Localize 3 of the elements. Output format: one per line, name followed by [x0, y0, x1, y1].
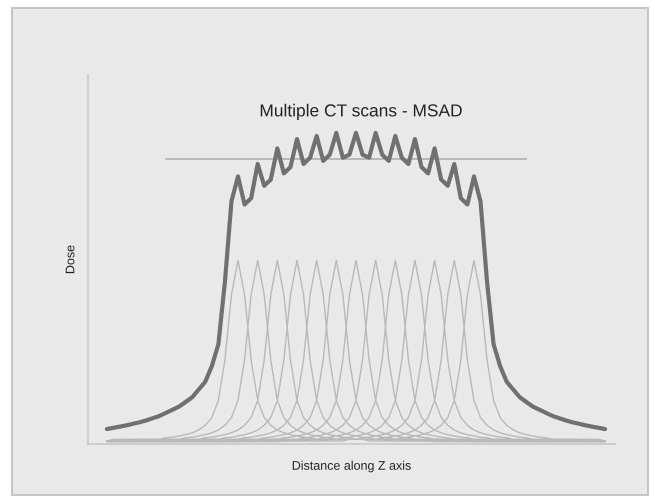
y-axis-title: Dose: [66, 245, 74, 274]
x-axis-title: Distance along Z axis: [292, 460, 411, 472]
chart-title: Multiple CT scans - MSAD: [260, 104, 462, 120]
